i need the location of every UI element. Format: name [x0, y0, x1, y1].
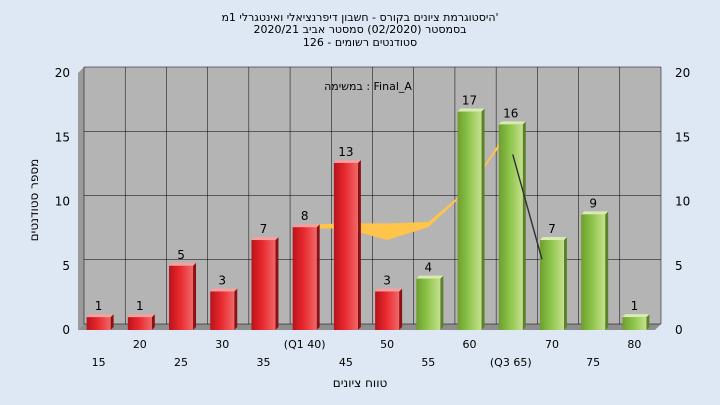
- x-tick-label: 80: [627, 338, 641, 351]
- bar-top: [581, 211, 609, 215]
- x-tick-label: 25: [174, 356, 188, 369]
- bar-top: [539, 237, 567, 241]
- bar-top: [127, 314, 155, 318]
- bar-side: [316, 224, 320, 330]
- bar-value-label: 16: [503, 106, 518, 120]
- bar-value-label: 7: [260, 222, 268, 236]
- x-tick-label: (Q3 65): [490, 356, 532, 369]
- histogram-bar: [210, 291, 235, 330]
- bar-side: [481, 108, 485, 330]
- x-axis-label: טווח ציונים: [333, 376, 388, 390]
- histogram-bar: [416, 278, 441, 330]
- plot-side-wall: [78, 67, 84, 330]
- histogram-bar: [292, 227, 317, 330]
- bar-top: [416, 275, 444, 279]
- bar-top: [292, 224, 320, 228]
- bar-value-label: 4: [425, 261, 433, 275]
- y-tick-label-left: 5: [62, 259, 70, 273]
- bar-side: [605, 211, 609, 330]
- x-tick-label: 35: [256, 356, 270, 369]
- chart-title-line-3: סטודנטים רשומים - 126: [302, 36, 418, 49]
- bar-value-label: 1: [95, 299, 103, 313]
- x-tick-label: 45: [339, 356, 353, 369]
- bar-top: [375, 288, 403, 292]
- bar-side: [399, 288, 403, 330]
- bar-side: [193, 262, 197, 330]
- bar-value-label: 17: [462, 94, 477, 108]
- x-tick-label: 30: [215, 338, 229, 351]
- x-tick-label: 55: [421, 356, 435, 369]
- histogram-bar: [375, 291, 400, 330]
- bar-value-label: 1: [136, 299, 144, 313]
- density-area: [304, 124, 511, 241]
- bar-value-label: 3: [383, 273, 391, 287]
- histogram-bar: [169, 265, 194, 330]
- bar-value-label: 9: [589, 196, 597, 210]
- y-tick-label-left: 10: [55, 195, 70, 209]
- bar-value-label: 5: [177, 248, 185, 262]
- bar-value-label: 13: [338, 145, 353, 159]
- bar-top: [457, 108, 485, 112]
- bar-top: [251, 237, 279, 241]
- chart-title-line-1: היסטוגרמת ציונים בקורס - חשבון דיפרנציאל…: [221, 11, 499, 24]
- connector-line: [512, 154, 543, 260]
- y-tick-label-right: 0: [675, 323, 683, 337]
- histogram-bar: [457, 111, 482, 330]
- x-tick-label: (Q1 40): [284, 338, 326, 351]
- y-tick-label-right: 15: [675, 130, 690, 144]
- bar-value-label: 1: [631, 299, 639, 313]
- histogram-bar: [498, 124, 523, 331]
- bar-top: [210, 288, 238, 292]
- x-tick-label: 60: [463, 338, 477, 351]
- bar-top: [622, 314, 650, 318]
- histogram-bar: [251, 240, 276, 330]
- bar-side: [522, 121, 526, 331]
- bar-side: [275, 237, 279, 330]
- chart-annotation: במשימה : Final_A: [324, 80, 412, 93]
- histogram-bar: [539, 240, 564, 330]
- x-tick-label: 70: [545, 338, 559, 351]
- chart-title-line-2: בסמסטר (02/2020) סמסטר אביב 2020/21: [253, 23, 467, 36]
- bar-side: [357, 159, 361, 330]
- y-tick-label-right: 10: [675, 195, 690, 209]
- y-tick-label-left: 15: [55, 130, 70, 144]
- y-tick-label-right: 20: [675, 66, 690, 80]
- histogram-bar: [333, 162, 358, 330]
- y-axis-label: מספר סטודנטים: [27, 159, 41, 242]
- bar-side: [151, 314, 155, 330]
- bar-side: [234, 288, 238, 330]
- plot-floor: [78, 324, 661, 330]
- bar-top: [86, 314, 114, 318]
- histogram-bar: [86, 317, 111, 330]
- y-tick-label-right: 5: [675, 259, 683, 273]
- bar-side: [440, 275, 444, 330]
- y-tick-label-left: 20: [55, 66, 70, 80]
- bar-side: [646, 314, 650, 330]
- histogram-bar: [127, 317, 152, 330]
- bar-top: [498, 121, 526, 125]
- bar-value-label: 8: [301, 209, 309, 223]
- bar-side: [110, 314, 114, 330]
- histogram-bar: [622, 317, 647, 330]
- x-tick-label: 75: [586, 356, 600, 369]
- bar-value-label: 7: [548, 222, 556, 236]
- x-tick-label: 50: [380, 338, 394, 351]
- y-tick-label-left: 0: [62, 323, 70, 337]
- bar-side: [563, 237, 567, 330]
- x-tick-label: 15: [92, 356, 106, 369]
- bar-value-label: 3: [218, 273, 226, 287]
- x-tick-label: 20: [133, 338, 147, 351]
- histogram-bar: [581, 214, 606, 330]
- bar-top: [169, 262, 197, 266]
- bar-top: [333, 159, 361, 163]
